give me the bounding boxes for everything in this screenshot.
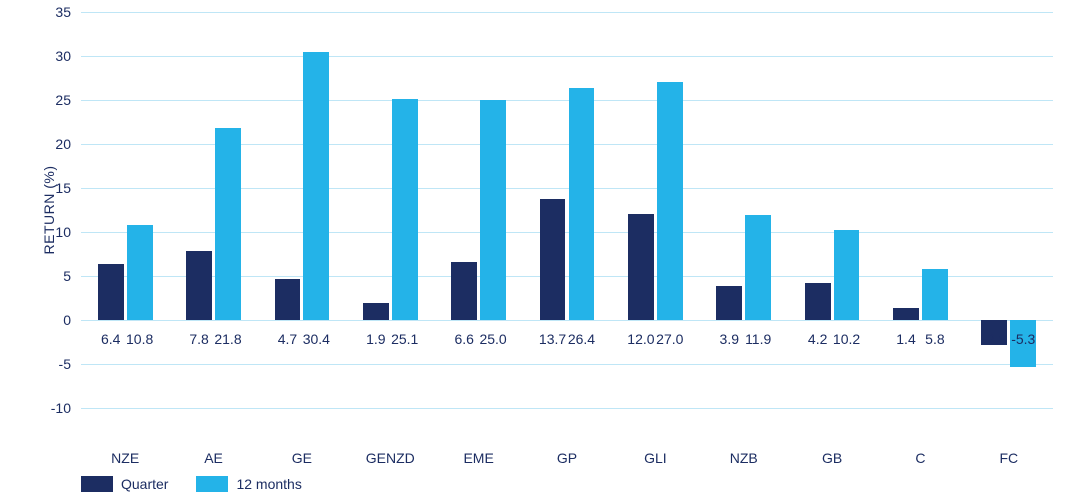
legend-item: Quarter (81, 476, 168, 492)
value-label: 10.2 (833, 331, 860, 347)
legend-label: Quarter (121, 476, 168, 492)
value-label: 26.4 (568, 331, 595, 347)
value-label: 10.8 (126, 331, 153, 347)
return-bar-chart: -10 -5 0 5 10 15 20 25 30 35 6.4 10.8 7.8 21.8 4.7 30.4… (0, 0, 1077, 500)
category-label: AE (204, 450, 223, 466)
plot-area: -10-5051015202530356.410.87.821.84.730.4… (81, 12, 1053, 408)
bar (215, 128, 241, 320)
value-label: 5.8 (925, 331, 944, 347)
legend-item: 12 months (196, 476, 301, 492)
value-label: 13.7 (539, 331, 566, 347)
y-tick-label: 10 (55, 224, 71, 240)
y-tick-label: 0 (63, 312, 71, 328)
value-label: 1.4 (896, 331, 915, 347)
y-tick-label: 30 (55, 48, 71, 64)
category-label: GLI (644, 450, 667, 466)
y-tick-label: 15 (55, 180, 71, 196)
bar (893, 308, 919, 320)
bar (657, 82, 683, 320)
y-tick-label: -5 (59, 356, 71, 372)
category-label: FC (999, 450, 1018, 466)
value-label: 11.9 (745, 331, 771, 347)
bar (628, 214, 654, 320)
bar (540, 199, 566, 320)
y-axis-label: RETURN (%) (41, 166, 57, 255)
bar (303, 52, 329, 320)
value-label: 3.9 (720, 331, 739, 347)
value-label: 4.2 (808, 331, 827, 347)
bar (834, 230, 860, 320)
value-label: 25.1 (391, 331, 418, 347)
bar (127, 225, 153, 320)
bar (922, 269, 948, 320)
value-label: 6.4 (101, 331, 120, 347)
bar (451, 262, 477, 320)
value-label: 21.8 (214, 331, 241, 347)
value-label: -5.3 (1011, 331, 1035, 347)
category-label: GENZD (366, 450, 415, 466)
legend-swatch (81, 476, 113, 492)
category-label: NZB (730, 450, 758, 466)
bar (392, 99, 418, 320)
value-label: 6.6 (454, 331, 473, 347)
bar (716, 286, 742, 320)
y-tick-label: 35 (55, 4, 71, 20)
bar (275, 279, 301, 320)
category-label: GB (822, 450, 842, 466)
legend: Quarter 12 months (81, 476, 330, 492)
value-label: 27.0 (656, 331, 683, 347)
value-label: 7.8 (189, 331, 208, 347)
y-tick-label: 20 (55, 136, 71, 152)
legend-swatch (196, 476, 228, 492)
gridline (81, 56, 1053, 57)
gridline (81, 12, 1053, 13)
gridline (81, 408, 1053, 409)
value-label: 25.0 (479, 331, 506, 347)
value-label: 1.9 (366, 331, 385, 347)
gridline (81, 320, 1053, 321)
value-label: 12.0 (627, 331, 654, 347)
bar (480, 100, 506, 320)
y-tick-label: -10 (51, 400, 71, 416)
bar (98, 264, 124, 320)
y-tick-label: 5 (63, 268, 71, 284)
gridline (81, 100, 1053, 101)
legend-label: 12 months (236, 476, 301, 492)
category-label: NZE (111, 450, 139, 466)
bar (569, 88, 595, 320)
bar (363, 303, 389, 320)
bar (745, 215, 771, 320)
value-label: 30.4 (303, 331, 330, 347)
bar (805, 283, 831, 320)
category-label: GP (557, 450, 577, 466)
bar (186, 251, 212, 320)
value-label: -2.8 (982, 331, 1006, 347)
value-label: 4.7 (278, 331, 297, 347)
category-label: EME (463, 450, 493, 466)
y-tick-label: 25 (55, 92, 71, 108)
gridline (81, 364, 1053, 365)
category-label: C (915, 450, 925, 466)
category-label: GE (292, 450, 312, 466)
